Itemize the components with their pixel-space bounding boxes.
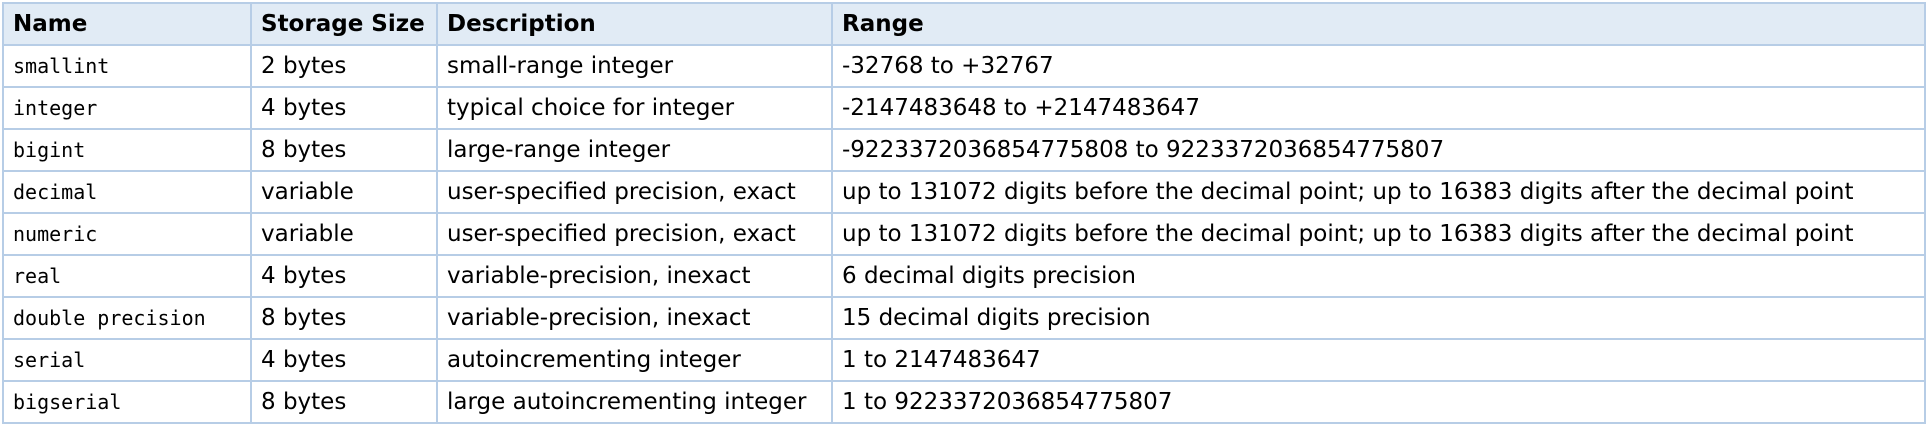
range-cell: 15 decimal digits precision — [831, 296, 1926, 340]
description-cell: large autoincrementing integer — [436, 380, 833, 424]
type-name-cell: bigserial — [2, 380, 252, 424]
table-row: decimal variable user-specified precisio… — [2, 170, 1926, 214]
table-row: integer 4 bytes typical choice for integ… — [2, 86, 1926, 130]
range-cell: 1 to 9223372036854775807 — [831, 380, 1926, 424]
description-cell: large-range integer — [436, 128, 833, 172]
storage-size-cell: 2 bytes — [250, 44, 438, 88]
type-name-cell: double precision — [2, 296, 252, 340]
range-cell: up to 131072 digits before the decimal p… — [831, 212, 1926, 256]
type-name-cell: numeric — [2, 212, 252, 256]
type-name-cell: integer — [2, 86, 252, 130]
description-cell: typical choice for integer — [436, 86, 833, 130]
table-row: smallint 2 bytes small-range integer -32… — [2, 44, 1926, 88]
range-cell: up to 131072 digits before the decimal p… — [831, 170, 1926, 214]
column-header-name: Name — [2, 2, 252, 46]
column-header-storage-size: Storage Size — [250, 2, 438, 46]
type-name-cell: smallint — [2, 44, 252, 88]
storage-size-cell: 4 bytes — [250, 338, 438, 382]
range-cell: -9223372036854775808 to 9223372036854775… — [831, 128, 1926, 172]
storage-size-cell: 4 bytes — [250, 86, 438, 130]
description-cell: autoincrementing integer — [436, 338, 833, 382]
range-cell: -32768 to +32767 — [831, 44, 1926, 88]
storage-size-cell: 4 bytes — [250, 254, 438, 298]
type-name-cell: decimal — [2, 170, 252, 214]
table-header: Name Storage Size Description Range — [2, 2, 1926, 46]
type-name-cell: real — [2, 254, 252, 298]
storage-size-cell: variable — [250, 170, 438, 214]
type-name-cell: serial — [2, 338, 252, 382]
storage-size-cell: 8 bytes — [250, 380, 438, 424]
range-cell: 1 to 2147483647 — [831, 338, 1926, 382]
description-cell: user-specified precision, exact — [436, 212, 833, 256]
column-header-range: Range — [831, 2, 1926, 46]
table-row: serial 4 bytes autoincrementing integer … — [2, 338, 1926, 382]
range-cell: 6 decimal digits precision — [831, 254, 1926, 298]
table-row: double precision 8 bytes variable-precis… — [2, 296, 1926, 340]
table-row: bigserial 8 bytes large autoincrementing… — [2, 380, 1926, 424]
type-name-cell: bigint — [2, 128, 252, 172]
table-row: bigint 8 bytes large-range integer -9223… — [2, 128, 1926, 172]
storage-size-cell: 8 bytes — [250, 296, 438, 340]
column-header-description: Description — [436, 2, 833, 46]
numeric-types-table: Name Storage Size Description Range smal… — [2, 2, 1926, 424]
range-cell: -2147483648 to +2147483647 — [831, 86, 1926, 130]
description-cell: user-specified precision, exact — [436, 170, 833, 214]
description-cell: variable-precision, inexact — [436, 296, 833, 340]
storage-size-cell: variable — [250, 212, 438, 256]
table-row: real 4 bytes variable-precision, inexact… — [2, 254, 1926, 298]
table-body: smallint 2 bytes small-range integer -32… — [2, 44, 1926, 424]
description-cell: variable-precision, inexact — [436, 254, 833, 298]
storage-size-cell: 8 bytes — [250, 128, 438, 172]
table-row: numeric variable user-specified precisio… — [2, 212, 1926, 256]
description-cell: small-range integer — [436, 44, 833, 88]
header-row: Name Storage Size Description Range — [2, 2, 1926, 46]
